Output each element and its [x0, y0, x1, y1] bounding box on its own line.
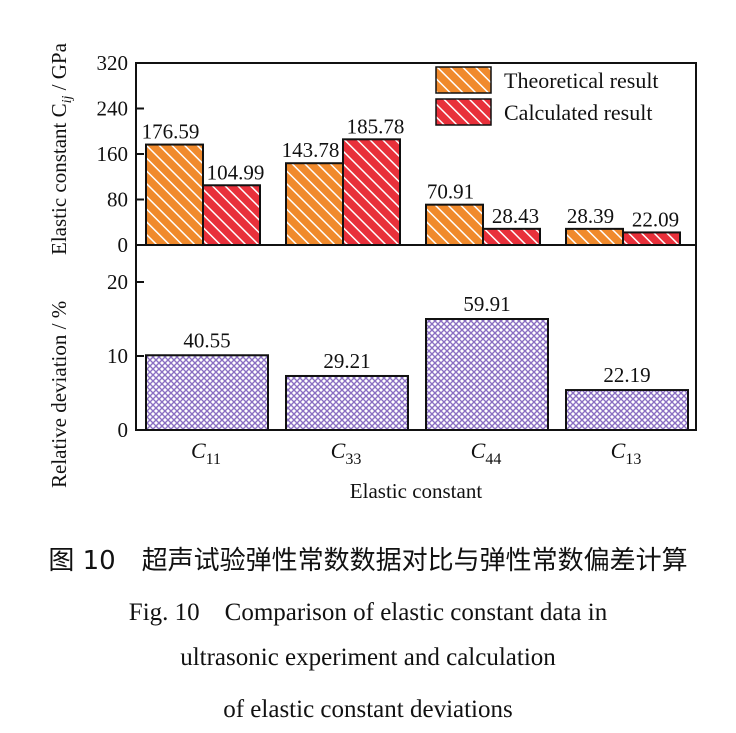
bottom-bar-value-label: 29.21	[323, 349, 370, 373]
top-bar-value-label: 28.39	[567, 204, 614, 228]
x-category-label: C44	[471, 438, 502, 468]
bottom-bar	[145, 354, 269, 432]
top-bar	[145, 143, 204, 246]
top-y-tick-label: 240	[97, 97, 129, 121]
bottom-bar	[565, 389, 689, 432]
caption-english-line-1: Fig. 10 Comparison of elastic constant d…	[128, 599, 608, 626]
top-bar-value-label: 185.78	[347, 114, 405, 138]
caption-chinese: 图 10 超声试验弹性常数数据对比与弹性常数偏差计算	[48, 546, 688, 576]
top-y-tick-label: 160	[97, 142, 129, 166]
top-bar	[622, 231, 681, 246]
bottom-bar-value-label: 40.55	[183, 328, 230, 352]
top-bar	[425, 203, 484, 246]
top-y-tick-label: 80	[107, 188, 128, 212]
bottom-bars: 40.55 29.21 59.91 22.19	[145, 292, 689, 432]
top-bar-value-label: 28.43	[492, 204, 539, 228]
caption-english-line-2: ultrasonic experiment and calculation	[180, 644, 556, 671]
bottom-y-tick-label: 20	[107, 270, 128, 294]
caption-english-line-3: of elastic constant deviations	[223, 696, 513, 723]
x-category-label: C13	[611, 438, 642, 468]
x-category-label: C33	[331, 438, 362, 468]
y-axis-label-top: Elastic constant Cij / GPa	[47, 42, 75, 255]
legend-label-theoretical: Theoretical result	[504, 68, 659, 93]
legend-swatch-theoretical	[435, 66, 492, 94]
top-bar	[285, 162, 344, 246]
top-bar	[202, 184, 261, 247]
top-y-tick-label: 320	[97, 51, 129, 75]
top-bar	[342, 138, 401, 247]
chart-figure: 0 80 160 240 320 0 10 20 176.59 104.99 143.78 185…	[47, 42, 697, 503]
y-axis-label-bottom: Relative deviation / %	[47, 301, 71, 488]
x-axis-label: Elastic constant	[350, 479, 483, 503]
bottom-y-tick-label: 10	[107, 344, 128, 368]
bottom-y-tick-label: 0	[118, 418, 129, 442]
x-axis-categories: C11 C33 C44 C13	[191, 438, 641, 468]
legend: Theoretical result Calculated result	[435, 66, 659, 126]
bottom-bar-value-label: 22.19	[603, 363, 650, 387]
top-bar-value-label: 143.78	[282, 138, 340, 162]
x-category-label: C11	[191, 438, 221, 468]
top-bars: 176.59 104.99 143.78 185.78 70.91 28.43 28.39 2…	[142, 114, 681, 247]
top-bar-value-label: 176.59	[142, 120, 200, 144]
bottom-bar	[425, 318, 549, 431]
legend-label-calculated: Calculated result	[504, 100, 652, 125]
top-bar-value-label: 104.99	[207, 160, 265, 184]
top-y-axis: 0 80 160 240 320	[97, 51, 144, 257]
top-bar	[565, 227, 624, 246]
top-bar	[482, 227, 541, 247]
bottom-bar	[285, 374, 409, 432]
bottom-bar-value-label: 59.91	[463, 292, 510, 316]
top-bar-value-label: 70.91	[427, 180, 474, 204]
top-bar-value-label: 22.09	[632, 207, 679, 231]
bottom-plot-frame	[135, 244, 697, 431]
bottom-y-axis: 0 10 20	[107, 270, 144, 442]
legend-swatch-calculated	[435, 98, 492, 126]
top-y-tick-label: 0	[118, 233, 129, 257]
